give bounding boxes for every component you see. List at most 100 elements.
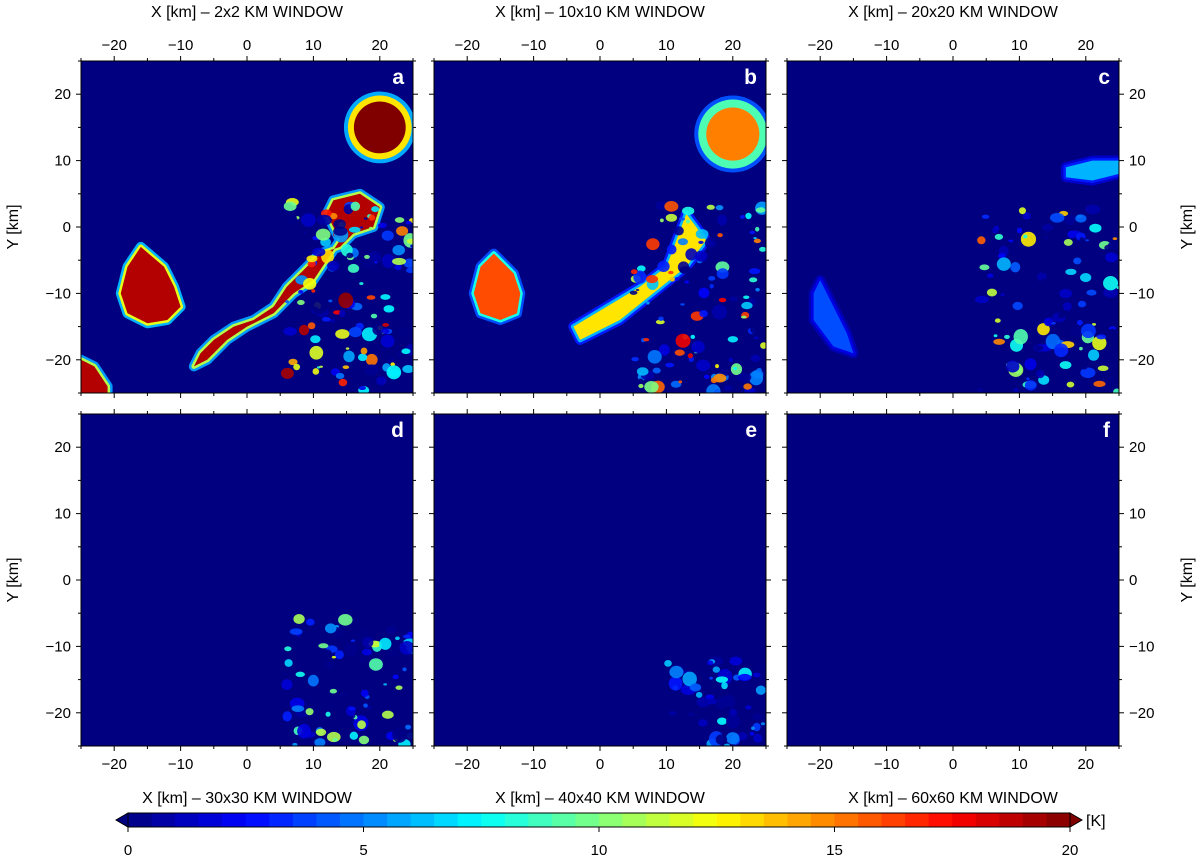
texture-cell — [394, 217, 405, 223]
y-axis-title: Y [km] — [5, 204, 22, 249]
texture-cell — [1000, 293, 1005, 296]
texture-cell — [322, 649, 333, 660]
texture-cell — [727, 336, 739, 343]
colorbar-bin — [599, 813, 624, 827]
x-tick-label: −20 — [101, 37, 126, 54]
x-tick-label: 0 — [243, 756, 251, 773]
x-tick-label: 20 — [724, 37, 741, 54]
texture-cell — [1093, 380, 1106, 388]
texture-cell — [743, 383, 752, 390]
colorbar-bin — [457, 813, 482, 827]
colorbar-bin — [481, 813, 506, 827]
colorbar-ticks: 0 5 10 15 20 — [124, 827, 1078, 859]
texture-cell — [381, 348, 386, 351]
texture-cell — [317, 373, 323, 377]
texture-cell — [631, 357, 639, 362]
texture-cell — [1085, 239, 1090, 242]
texture-cell — [646, 301, 650, 305]
texture-cell — [1113, 388, 1119, 393]
colorbar-bin — [646, 813, 671, 827]
colorbar-bin — [693, 813, 718, 827]
texture-cell — [634, 214, 642, 219]
y-tick-label: −20 — [1129, 705, 1154, 722]
texture-cell — [289, 628, 303, 635]
texture-cell — [758, 700, 766, 711]
texture-cell — [402, 365, 413, 374]
texture-cell — [339, 310, 346, 317]
texture-cell — [752, 339, 757, 342]
texture-cell — [691, 340, 705, 353]
panel-letter: a — [392, 66, 404, 89]
x-tick-label: 20 — [371, 37, 388, 54]
window-title: X [km] – 2x2 KM WINDOW — [151, 4, 344, 21]
map-background — [434, 414, 766, 746]
texture-cell — [349, 740, 358, 746]
texture-cell — [679, 266, 692, 274]
texture-cell — [381, 253, 395, 269]
texture-cell — [760, 342, 766, 349]
texture-cell — [284, 659, 293, 667]
texture-cell — [382, 323, 390, 327]
texture-cell — [718, 297, 727, 303]
map-background — [81, 414, 413, 746]
panel-letter: d — [391, 419, 404, 442]
texture-cell — [372, 323, 384, 336]
texture-cell — [756, 663, 766, 671]
texture-cell — [292, 742, 298, 746]
texture-cell — [749, 731, 755, 736]
texture-cell — [738, 673, 752, 682]
colorbar-bin — [363, 813, 388, 827]
texture-cell — [1073, 257, 1082, 265]
texture-cell — [1067, 230, 1077, 239]
y-tick-label: 0 — [63, 219, 71, 236]
blob-core — [1065, 160, 1119, 181]
texture-cell — [368, 226, 373, 231]
blob-core — [573, 213, 707, 340]
texture-cell — [333, 226, 348, 236]
texture-cell — [717, 214, 728, 226]
panel-f-map — [787, 414, 1119, 746]
texture-cell — [678, 380, 683, 384]
texture-cell — [368, 658, 383, 671]
texture-cell — [755, 287, 760, 292]
texture-cell — [994, 233, 1004, 240]
texture-cell — [349, 731, 359, 740]
colorbar-tick-label: 5 — [359, 842, 367, 859]
texture-cell — [370, 313, 378, 319]
texture-cell — [403, 634, 411, 639]
texture-cell — [753, 238, 761, 244]
texture-cell — [674, 277, 680, 282]
texture-cell — [986, 288, 998, 297]
texture-cell — [1085, 204, 1101, 215]
texture-cell — [756, 368, 762, 373]
texture-cell — [361, 689, 369, 697]
y-tick-label: −10 — [1129, 285, 1154, 302]
x-tick-label: 20 — [371, 756, 388, 773]
texture-cell — [365, 353, 378, 366]
texture-cell — [993, 338, 1005, 345]
texture-cell — [399, 640, 413, 655]
texture-cell — [707, 698, 717, 705]
texture-cell — [713, 389, 721, 393]
texture-cell — [358, 735, 370, 745]
texture-cell — [325, 711, 331, 717]
panel-a: a −20 −10 0 10 20 X [km] – 2x2 KM WINDOW 20 10 0 −… — [5, 4, 418, 398]
texture-cell — [388, 719, 393, 724]
y-tick-label: 0 — [63, 572, 71, 589]
x-tick-label: −10 — [168, 756, 193, 773]
texture-cell — [698, 719, 708, 727]
texture-cell — [699, 310, 708, 318]
texture-cell — [310, 335, 321, 344]
y-tick-label: −10 — [46, 285, 71, 302]
texture-cell — [307, 260, 316, 268]
panel-a-map — [81, 61, 413, 393]
y-axis-title: Y [km] — [1179, 204, 1196, 249]
colorbar-bin — [198, 813, 223, 827]
texture-cell — [1043, 317, 1054, 327]
texture-cell — [343, 350, 355, 363]
texture-cell — [379, 286, 394, 294]
texture-cell — [1051, 321, 1056, 325]
texture-cell — [333, 219, 346, 229]
panel-b-map — [434, 61, 766, 393]
x-tick-label: 10 — [305, 756, 322, 773]
